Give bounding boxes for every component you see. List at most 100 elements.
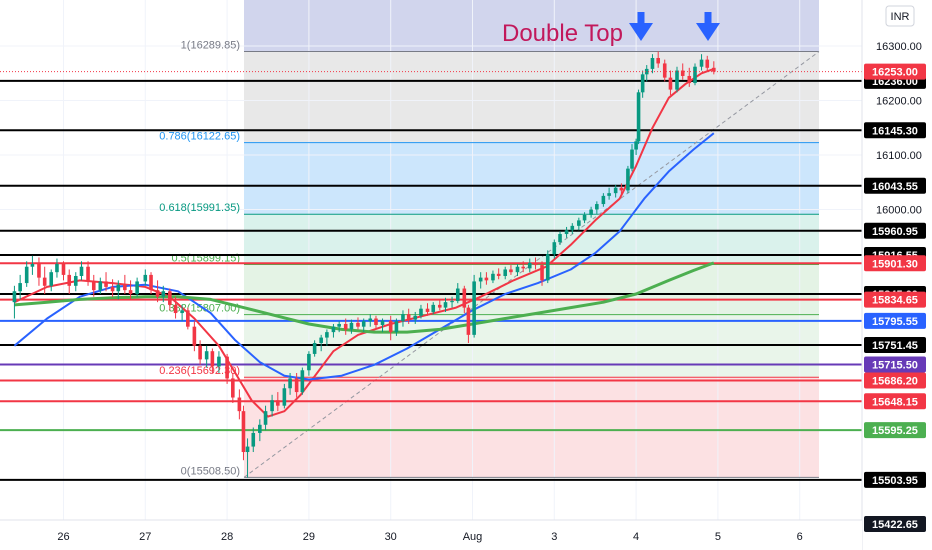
candle (478, 272, 483, 289)
candle (577, 217, 581, 231)
double-top-annotation: Double Top (502, 20, 623, 47)
candle (55, 258, 59, 278)
candle-body (349, 322, 354, 330)
candle (79, 261, 84, 281)
candle (282, 383, 287, 409)
candle (687, 67, 692, 87)
candle-body (394, 321, 399, 333)
candle (225, 353, 229, 384)
candle-body (613, 187, 618, 194)
candle (455, 283, 460, 304)
candle (143, 269, 148, 286)
candle-body (331, 326, 336, 333)
candle-body (231, 378, 235, 398)
horizontal-levels (0, 79, 862, 481)
price-tag: 16043.55 (864, 177, 926, 194)
candle-body (515, 266, 520, 273)
candle-body (675, 70, 679, 90)
fib-band (244, 51, 819, 143)
candle-body (455, 288, 460, 302)
candle-body (401, 314, 405, 322)
candle-body (241, 411, 246, 453)
candle-body (37, 264, 41, 278)
candle-body (98, 281, 103, 291)
candle-body (589, 209, 593, 215)
candle-body (644, 68, 649, 75)
candle (241, 405, 246, 461)
price-tag-bg (864, 291, 926, 308)
candle-body (73, 275, 78, 286)
candle-body (680, 70, 685, 76)
candle (634, 138, 638, 155)
price-tag: 15901.30 (864, 255, 926, 272)
candle (91, 274, 96, 297)
candle-body (484, 277, 489, 281)
price-tag-label: 15686.20 (872, 376, 918, 388)
candle-body (380, 320, 385, 326)
candle (312, 340, 317, 357)
price-tag: 15795.55 (864, 312, 926, 329)
candle (437, 299, 442, 311)
candle-body (540, 265, 544, 281)
candle-body (282, 388, 287, 406)
currency-button[interactable]: INR (885, 5, 915, 27)
candle (564, 226, 569, 238)
x-tick-label: Aug (463, 531, 483, 543)
candle (67, 269, 72, 294)
price-tag-label: 15960.95 (872, 226, 918, 238)
candle (300, 367, 305, 395)
x-tick-label: 26 (57, 531, 69, 543)
x-tick-label: 27 (139, 531, 151, 543)
candle (540, 261, 544, 286)
candle (462, 285, 467, 314)
candle-body (521, 266, 526, 269)
candle (607, 187, 611, 200)
candle (231, 373, 235, 403)
candle-body (601, 195, 606, 205)
candle (630, 144, 634, 172)
candle (294, 373, 299, 398)
candle (644, 65, 649, 82)
candle-body (67, 274, 72, 286)
candle (37, 257, 41, 286)
candle (374, 315, 378, 330)
fib-band (244, 214, 819, 265)
candle (128, 280, 133, 300)
candle (186, 307, 190, 330)
price-tag: 15960.95 (864, 222, 926, 239)
candle (149, 272, 153, 294)
down-arrow-icon (696, 12, 720, 41)
candle (331, 323, 336, 338)
time-axis[interactable]: 26 27 28 29 30 Aug 3 4 5 6 (0, 519, 862, 550)
candle (496, 268, 501, 280)
candle (349, 319, 354, 334)
candle-body (337, 323, 341, 327)
price-tag-label: 15834.65 (872, 295, 918, 307)
candle-body (406, 314, 411, 320)
price-tag-bg (864, 471, 926, 488)
candle (356, 317, 360, 330)
candle (276, 392, 280, 412)
candle-body (699, 59, 704, 67)
x-ticks: 26 27 28 29 30 Aug 3 4 5 6 (57, 531, 802, 543)
fib-label: 0(15508.50) (181, 465, 240, 477)
candle-body (307, 353, 311, 371)
candle (217, 351, 221, 373)
candle-body (419, 308, 423, 316)
fib-label: 0.236(15692.30) (159, 365, 240, 377)
candle (258, 419, 262, 442)
candle-body (30, 264, 35, 267)
candle (49, 269, 54, 292)
candle (582, 212, 587, 224)
candle (180, 304, 184, 322)
candle-body (437, 304, 442, 308)
candle-body (116, 284, 121, 292)
price-tag: 16253.00 (864, 63, 926, 80)
candle (419, 304, 423, 319)
candle-body (61, 264, 66, 275)
price-tag-label: 15901.30 (872, 258, 918, 270)
candle (388, 315, 393, 341)
candle-body (462, 288, 467, 308)
